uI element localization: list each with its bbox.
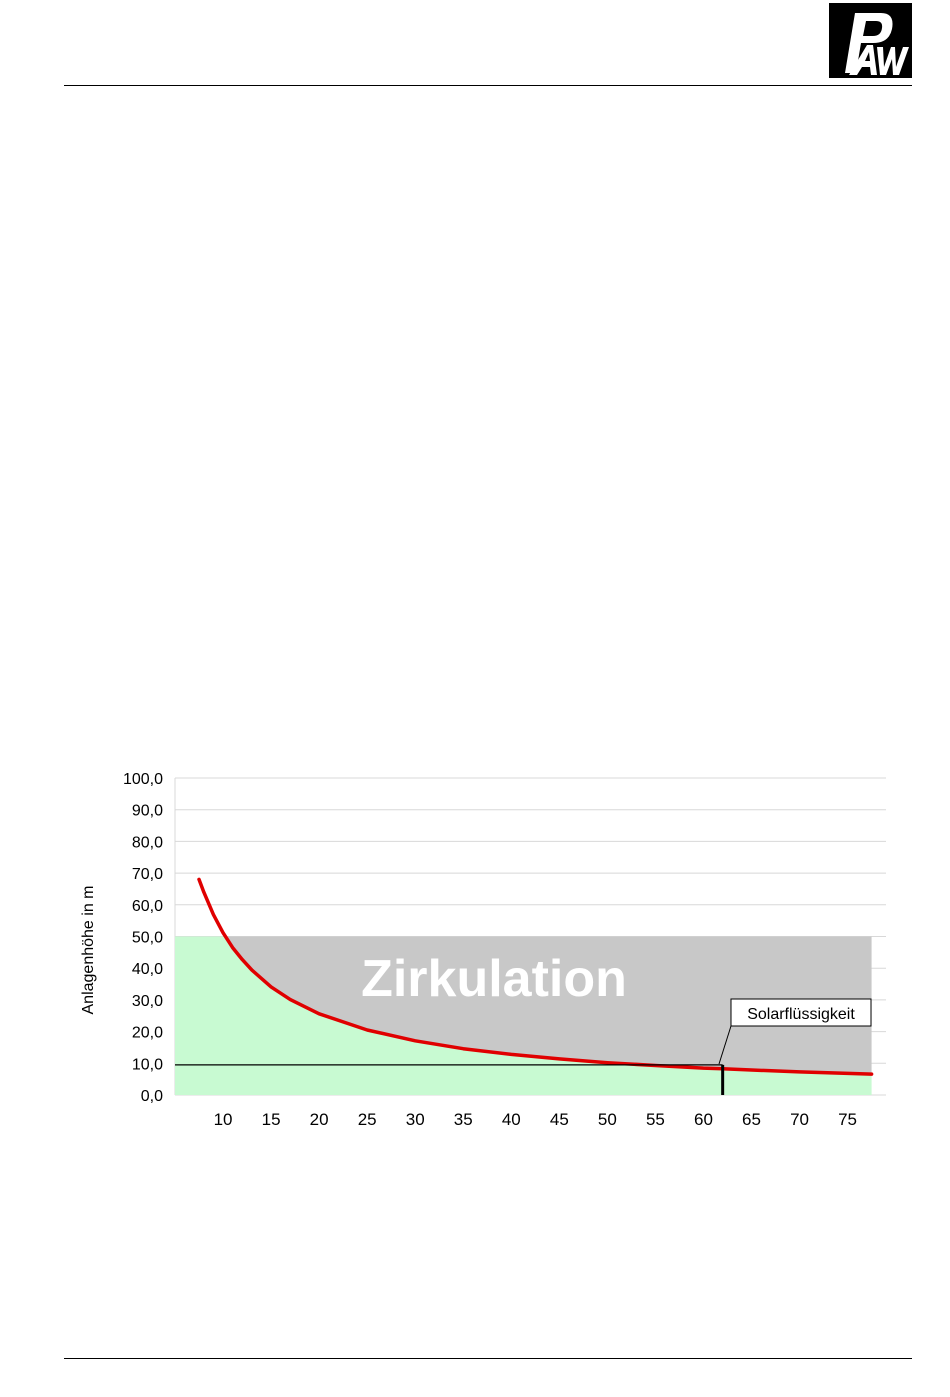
x-tick-labels: 10 15 20 25 30 35 40 45 50 55 60 65 70 75 [214,1110,857,1129]
reference-line-group [175,1064,725,1095]
x-tick-label: 15 [262,1110,281,1129]
region-green [175,936,872,1095]
y-tick-label: 10,0 [132,1056,163,1073]
y-tick-label: 70,0 [132,866,163,883]
series-line [197,877,874,1076]
chart-series [197,877,874,1076]
x-tick-label: 20 [310,1110,329,1129]
footer-rule [64,1358,912,1359]
y-tick-label: 20,0 [132,1025,163,1042]
header-rule [64,85,912,86]
x-tick-label: 10 [214,1110,233,1129]
x-tick-label: 75 [838,1110,857,1129]
paw-logo [829,3,912,78]
y-tick-label: 40,0 [132,961,163,978]
y-axis-label: Anlagenhöhe in m [80,886,97,1015]
x-tick-label: 65 [742,1110,761,1129]
y-tick-label: 60,0 [132,898,163,915]
x-tick-label: 55 [646,1110,665,1129]
x-tick-label: 30 [406,1110,425,1129]
chart-regions [175,936,872,1095]
x-tick-label: 35 [454,1110,473,1129]
y-tick-label: 100,0 [123,771,163,788]
annotation-text: Solarflüssigkeit [747,1006,855,1023]
y-tick-label: 30,0 [132,993,163,1010]
y-tick-label: 90,0 [132,803,163,820]
x-tick-label: 50 [598,1110,617,1129]
zirkulation-label: Zirkulation [361,950,627,1008]
region-gray-zirkulation [225,936,872,1075]
x-tick-label: 25 [358,1110,377,1129]
y-tick-label: 0,0 [141,1088,163,1105]
annotation-box [730,998,872,1027]
x-tick-label: 60 [694,1110,713,1129]
annotation-leader [718,1025,732,1065]
y-tick-label: 80,0 [132,834,163,851]
x-tick-label: 40 [502,1110,521,1129]
x-tick-label: 45 [550,1110,569,1129]
y-tick-labels: 0,0 10,0 20,0 30,0 40,0 50,0 60,0 70,0 80,0 90,0 1… [123,771,163,1105]
annotation-solarfluessigkeit: Solarflüssigkeit [718,998,872,1065]
x-tick-label: 70 [790,1110,809,1129]
y-tick-label: 50,0 [132,930,163,947]
